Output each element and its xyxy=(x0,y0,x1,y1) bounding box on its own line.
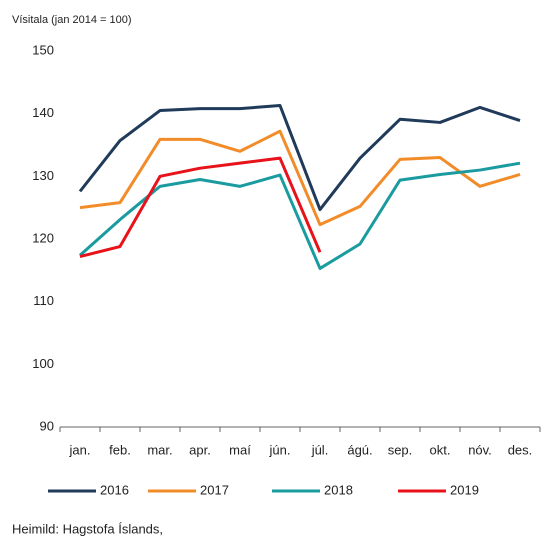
y-tick-label: 100 xyxy=(32,356,54,371)
legend-label: 2019 xyxy=(450,482,479,497)
series-line xyxy=(78,104,521,212)
x-tick-label: des. xyxy=(508,442,533,457)
series-line xyxy=(79,161,521,270)
x-tick-label: jún. xyxy=(269,442,291,457)
y-tick-label: 140 xyxy=(32,105,54,120)
x-tick-label: ágú. xyxy=(347,442,372,457)
y-tick-label: 150 xyxy=(32,42,54,57)
y-tick-label: 90 xyxy=(40,418,54,433)
x-tick-label: apr. xyxy=(189,442,211,457)
x-tick-label: okt. xyxy=(430,442,451,457)
series-line xyxy=(79,129,521,227)
y-tick-label: 120 xyxy=(32,230,54,245)
x-tick-label: maí xyxy=(229,442,251,457)
x-tick-label: jan. xyxy=(69,442,91,457)
x-tick-label: feb. xyxy=(109,442,131,457)
x-tick-label: sep. xyxy=(388,442,413,457)
y-tick-label: 130 xyxy=(32,168,54,183)
x-tick-label: júl. xyxy=(311,442,329,457)
legend-label: 2016 xyxy=(100,482,129,497)
source-note: Heimild: Hagstofa Íslands, xyxy=(12,521,163,536)
series-line xyxy=(79,156,322,259)
x-tick-label: mar. xyxy=(147,442,172,457)
y-tick-label: 110 xyxy=(33,293,54,308)
legend-label: 2018 xyxy=(324,482,353,497)
legend-label: 2017 xyxy=(200,482,229,497)
x-tick-label: nóv. xyxy=(468,442,492,457)
chart-title: Vísitala (jan 2014 = 100) xyxy=(12,14,132,26)
